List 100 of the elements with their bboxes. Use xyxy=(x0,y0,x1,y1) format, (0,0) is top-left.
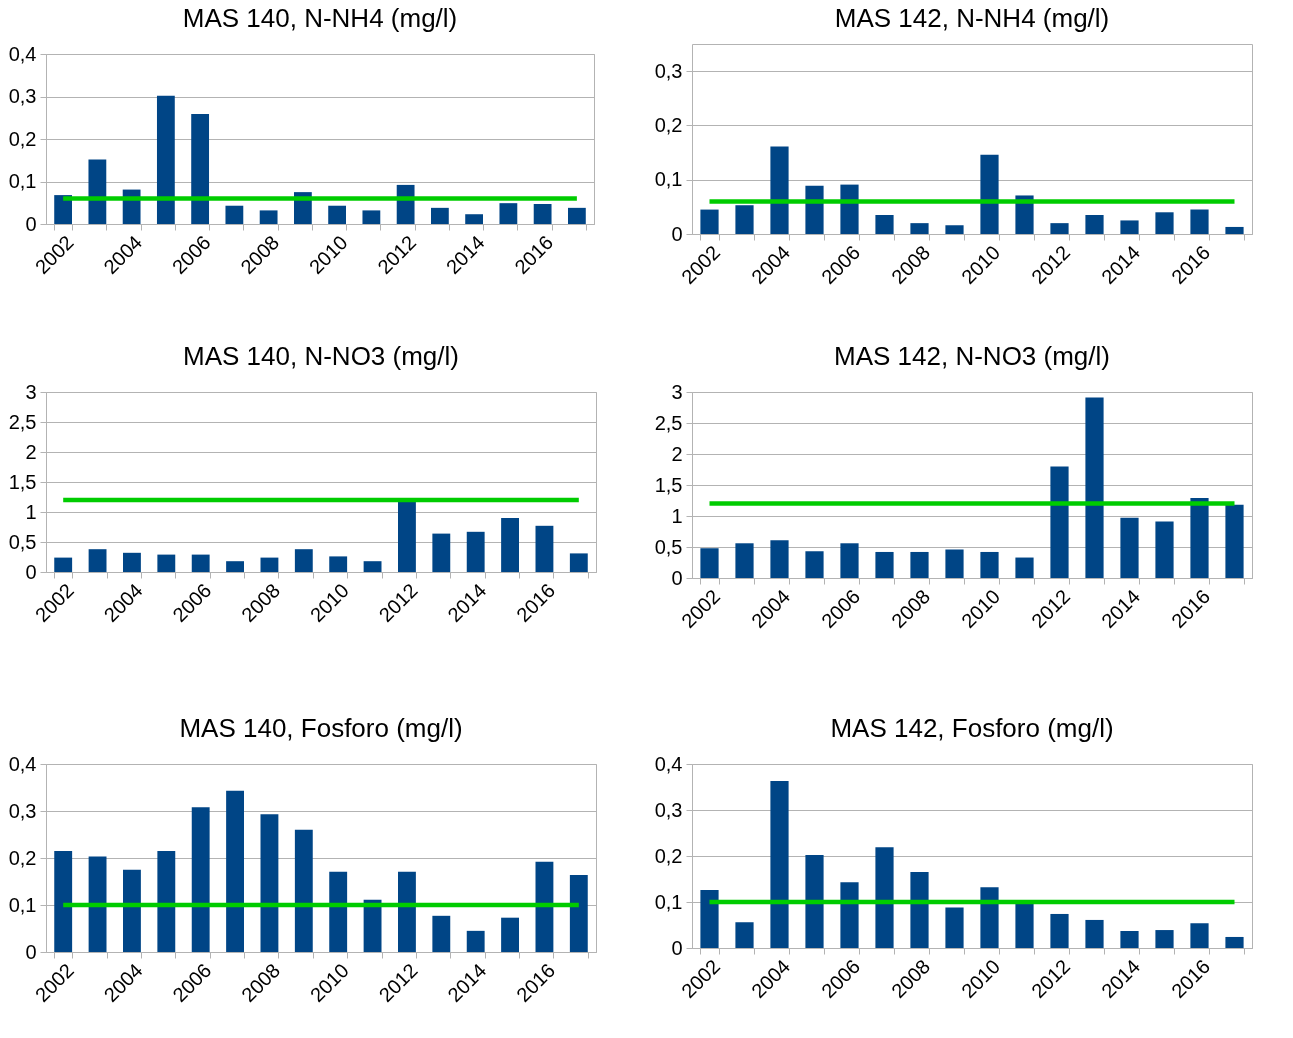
y-tick-label: 0,2 xyxy=(654,113,683,136)
bar xyxy=(465,214,484,224)
bar xyxy=(1225,936,1244,948)
bar xyxy=(700,209,719,234)
bar xyxy=(910,872,929,948)
bar xyxy=(1155,930,1174,948)
bar xyxy=(226,790,244,952)
bar xyxy=(157,554,176,572)
bar xyxy=(363,561,382,572)
chart-title: MAS 140, Fosforo (mg/l) xyxy=(179,713,463,743)
bar xyxy=(910,551,929,578)
bar xyxy=(770,540,789,578)
bar xyxy=(1155,521,1174,578)
y-tick-label: 0,4 xyxy=(8,42,37,65)
y-tick-label: 0,1 xyxy=(654,890,683,913)
bar xyxy=(191,807,210,952)
y-tick-label: 3 xyxy=(671,380,683,403)
bar xyxy=(398,871,416,952)
bar xyxy=(805,551,824,578)
bar xyxy=(259,210,278,224)
bar xyxy=(88,159,107,224)
bar xyxy=(1015,903,1034,948)
chart-title: MAS 142, Fosforo (mg/l) xyxy=(830,713,1114,743)
y-tick-label: 1 xyxy=(671,504,683,527)
bar xyxy=(363,899,382,952)
y-tick-label: 2,5 xyxy=(8,410,37,433)
bar xyxy=(910,223,929,234)
bar xyxy=(329,556,348,572)
bar xyxy=(535,525,554,572)
bar xyxy=(260,814,279,952)
bar xyxy=(1050,913,1069,948)
bar xyxy=(54,850,73,952)
bar xyxy=(328,205,347,224)
y-tick-label: 0,4 xyxy=(654,752,683,775)
y-tick-label: 1,5 xyxy=(654,473,683,496)
y-tick-label: 0 xyxy=(671,222,683,245)
y-tick-label: 0,2 xyxy=(8,846,37,869)
y-tick-label: 0,1 xyxy=(8,170,37,192)
bar xyxy=(569,874,588,952)
y-tick-label: 0,4 xyxy=(8,752,37,775)
bar xyxy=(980,154,999,234)
bar xyxy=(466,531,485,572)
bar xyxy=(1190,923,1209,948)
y-tick-label: 3 xyxy=(25,380,37,403)
bar xyxy=(735,205,754,234)
bar xyxy=(123,869,141,952)
bar xyxy=(980,887,999,948)
bar xyxy=(432,915,451,952)
bar xyxy=(1190,498,1209,578)
bar xyxy=(260,557,279,572)
y-tick-label: 0,3 xyxy=(654,798,683,821)
bar xyxy=(123,552,141,572)
bar xyxy=(398,501,416,572)
bar xyxy=(1225,226,1244,234)
bar xyxy=(294,829,313,952)
y-tick-label: 0,3 xyxy=(654,59,683,82)
y-tick-label: 0,5 xyxy=(8,530,37,553)
bar xyxy=(88,856,107,952)
bar xyxy=(700,890,719,948)
y-tick-label: 0,3 xyxy=(8,85,37,107)
y-tick-label: 0,1 xyxy=(8,893,37,916)
y-tick-label: 1 xyxy=(25,500,37,523)
chart-title: MAS 140, N-NH4 (mg/l) xyxy=(182,3,458,33)
y-tick-label: 1,5 xyxy=(8,470,37,493)
bar xyxy=(1190,209,1209,234)
bar xyxy=(157,850,176,952)
bar xyxy=(735,543,754,578)
bar xyxy=(501,917,519,952)
bar xyxy=(466,930,485,952)
bar xyxy=(156,95,175,224)
bar xyxy=(535,861,554,952)
y-tick-label: 0 xyxy=(25,212,37,235)
bar xyxy=(88,549,107,572)
y-tick-label: 0,1 xyxy=(654,168,683,191)
bar xyxy=(875,847,894,948)
y-tick-label: 2 xyxy=(671,442,683,465)
bar xyxy=(840,184,859,234)
bar xyxy=(875,551,894,578)
y-tick-label: 0 xyxy=(25,560,37,583)
y-tick-label: 0 xyxy=(671,566,683,589)
bar xyxy=(54,195,73,224)
bar xyxy=(770,781,789,948)
bar xyxy=(226,561,244,572)
bar xyxy=(567,207,586,224)
bar xyxy=(1120,220,1139,234)
chart-title: MAS 142, N-NO3 (mg/l) xyxy=(834,341,1110,371)
y-tick-label: 0,2 xyxy=(8,127,37,150)
bar xyxy=(700,548,719,578)
bar xyxy=(1155,212,1174,234)
y-tick-label: 0 xyxy=(25,940,37,963)
y-tick-label: 0,3 xyxy=(8,799,37,822)
bar xyxy=(1050,466,1069,578)
bar xyxy=(945,225,964,234)
bar xyxy=(980,551,999,578)
bar xyxy=(191,554,210,572)
bar xyxy=(569,553,588,572)
bar xyxy=(533,204,552,224)
bar xyxy=(430,207,449,224)
bar xyxy=(805,855,824,948)
bar xyxy=(840,882,859,948)
